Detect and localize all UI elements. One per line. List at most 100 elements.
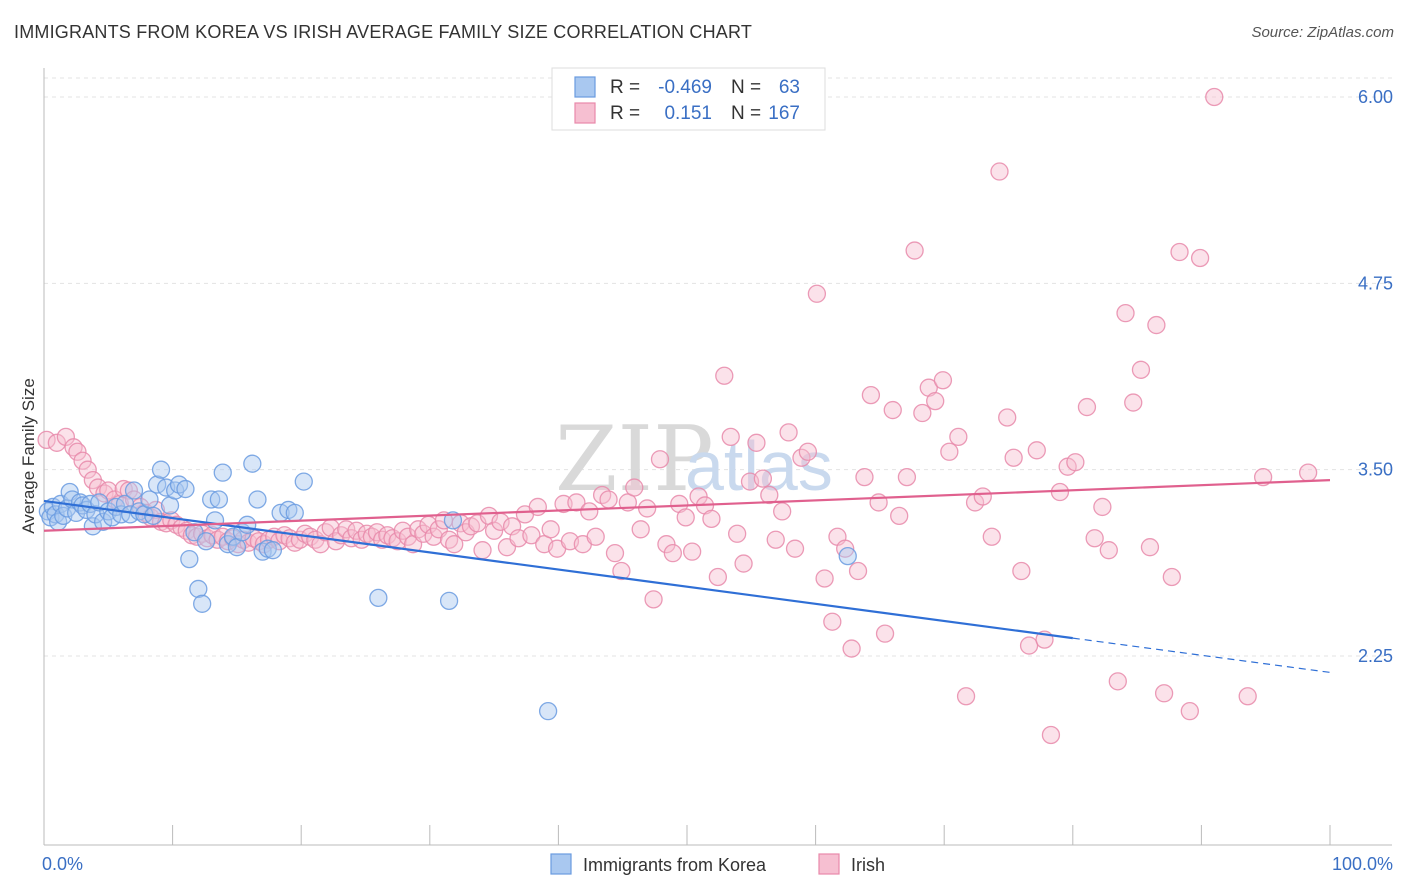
irish-point-155	[956, 687, 976, 706]
korea-point-64	[838, 546, 857, 566]
irish-point-66	[388, 532, 407, 551]
irish-point-6	[78, 460, 97, 479]
irish-point-14	[119, 481, 139, 500]
irish-point-187	[1253, 467, 1273, 487]
x-tick-labels: 0.0% 100.0%	[42, 854, 1393, 874]
irish-point-142	[861, 385, 881, 405]
y-tick-label-2: 4.75	[1358, 273, 1393, 293]
korea-point-37	[180, 549, 199, 569]
irish-point-93	[541, 520, 560, 539]
bottom-legend-label-irish: Irish	[851, 855, 885, 875]
irish-point-147	[897, 467, 917, 487]
irish-point-151	[926, 391, 945, 411]
irish-point-104	[612, 561, 631, 581]
y-tick-label-0: 2.25	[1358, 646, 1393, 666]
korea-point-25	[124, 481, 144, 500]
korea-point-26	[130, 502, 149, 521]
irish-point-121	[721, 427, 740, 447]
source-label: Source: ZipAtlas.com	[1251, 24, 1394, 41]
legend-swatch-irish	[574, 102, 596, 124]
irish-point-108	[637, 499, 657, 518]
korea-point-18	[94, 512, 113, 531]
bottom-legend-swatch-irish	[818, 853, 840, 875]
irish-point-114	[676, 508, 695, 527]
irish-point-181	[1162, 567, 1181, 587]
irish-point-4	[68, 442, 87, 461]
irish-point-126	[753, 469, 773, 488]
irish-point-173	[1099, 541, 1118, 560]
irish-point-153	[940, 442, 959, 461]
irish-point-159	[990, 162, 1009, 181]
x-tick-label-right: 100.0%	[1332, 854, 1393, 874]
irish-point-133	[798, 442, 818, 461]
irish-point-125	[747, 433, 766, 452]
irish-point-179	[1147, 315, 1166, 335]
irish-point-163	[1019, 636, 1039, 655]
irish-point-180	[1154, 684, 1174, 703]
irish-point-84	[484, 521, 504, 540]
irish-point-109	[644, 590, 663, 609]
irish-point-174	[1108, 672, 1127, 691]
irish-point-158	[982, 527, 1001, 546]
korea-point-40	[193, 594, 212, 613]
irish-point-172	[1093, 497, 1112, 517]
irish-point-90	[522, 526, 541, 545]
irish-point-185	[1205, 87, 1224, 107]
irish-point-140	[848, 561, 868, 581]
irish-point-183	[1180, 702, 1199, 721]
irish-point-149	[913, 403, 932, 423]
y-tick-label-1: 3.50	[1358, 460, 1393, 480]
irish-point-112	[663, 543, 683, 563]
irish-point-170	[1077, 397, 1097, 417]
chart-title: IMMIGRANTS FROM KOREA VS IRISH AVERAGE F…	[14, 22, 753, 42]
irish-point-0	[37, 430, 56, 450]
irish-point-178	[1140, 538, 1160, 557]
irish-point-115	[682, 542, 702, 561]
irish-point-164	[1027, 441, 1046, 460]
irish-point-135	[815, 569, 834, 588]
irish-point-171	[1085, 529, 1104, 548]
korea-point-41	[196, 532, 216, 551]
legend-swatch-korea	[574, 76, 596, 98]
irish-point-103	[605, 543, 625, 563]
y-tick-labels: 2.25 3.50 4.75 6.00	[1358, 87, 1393, 666]
irish-point-154	[949, 427, 968, 447]
korea-point-62	[443, 511, 463, 530]
irish-point-136	[823, 612, 842, 631]
irish-point-102	[599, 490, 618, 509]
irish-point-177	[1131, 360, 1151, 379]
irish-point-97	[567, 493, 586, 512]
axes	[43, 68, 1392, 846]
irish-point-186	[1238, 687, 1257, 706]
legend-n-value-korea: 63	[779, 77, 800, 98]
irish-point-182	[1170, 242, 1189, 262]
irish-point-1	[47, 433, 67, 452]
y-axis-label: Average Family Size	[19, 378, 38, 534]
irish-point-134	[807, 284, 827, 303]
irish-point-106	[625, 478, 644, 497]
bottom-legend: Immigrants from Korea Irish	[550, 853, 885, 875]
korea-point-31	[151, 460, 171, 479]
legend-r-label-irish: R =	[610, 103, 640, 124]
bottom-legend-label-korea: Immigrants from Korea	[583, 855, 767, 875]
x-tick-label-left: 0.0%	[42, 854, 83, 874]
irish-point-123	[734, 554, 753, 573]
irish-point-119	[708, 567, 728, 587]
watermark-zip: ZIP	[555, 407, 714, 512]
irish-point-152	[933, 371, 953, 390]
irish-point-130	[779, 423, 798, 442]
irish-point-129	[773, 502, 792, 521]
korea-point-61	[439, 591, 459, 610]
irish-point-91	[528, 497, 547, 517]
irish-point-184	[1190, 248, 1210, 268]
irish-point-82	[473, 541, 492, 560]
legend-n-label-korea: N =	[731, 77, 761, 98]
irish-point-111	[657, 535, 676, 554]
korea-point-39	[189, 579, 208, 599]
korea-point-43	[205, 511, 225, 530]
irish-point-110	[650, 450, 670, 469]
irish-point-120	[715, 366, 734, 385]
korea-point-42	[202, 490, 221, 509]
irish-point-5	[73, 451, 92, 470]
